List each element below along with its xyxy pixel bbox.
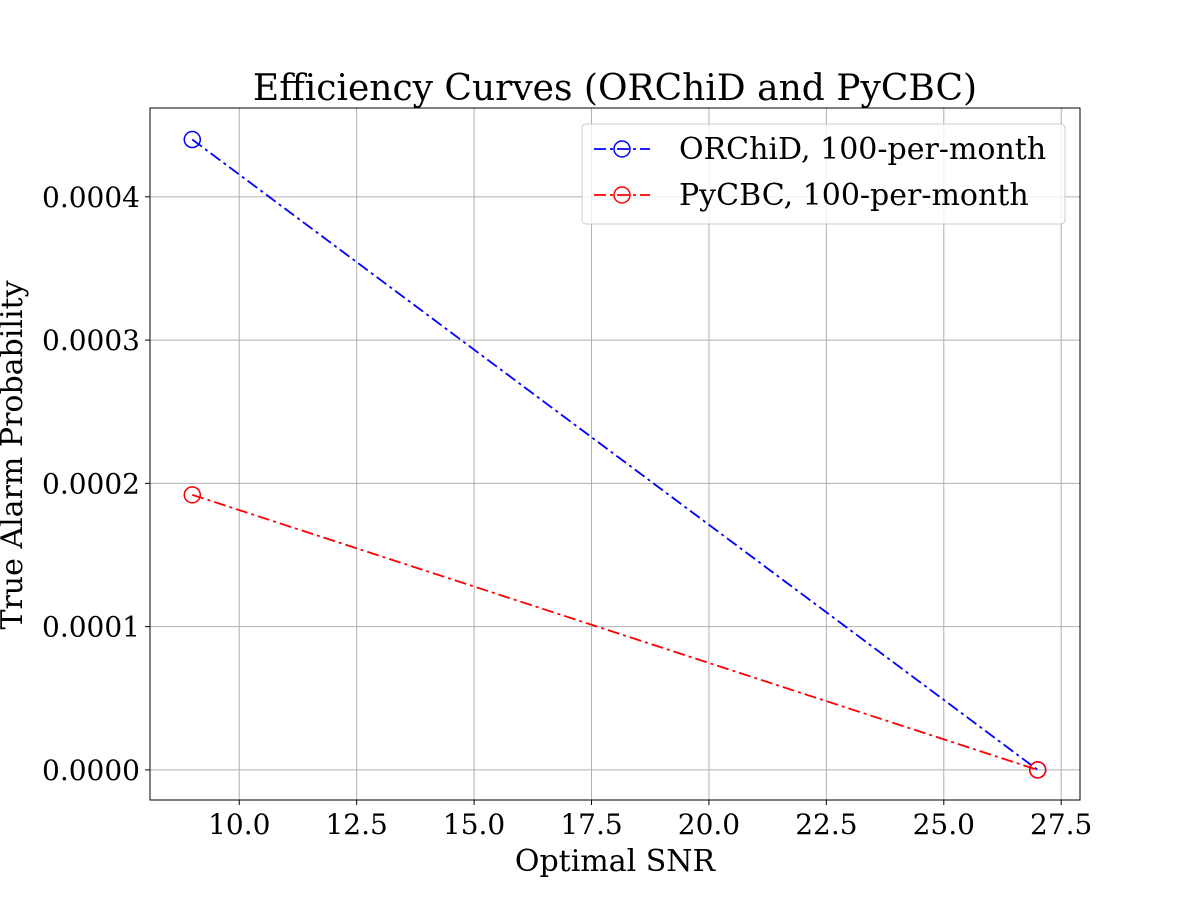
plot-series — [183, 130, 1047, 779]
legend-marker — [613, 140, 631, 158]
x-tick-label: 25.0 — [913, 808, 975, 841]
x-tick-label: 15.0 — [443, 808, 505, 841]
series-point — [1028, 761, 1047, 779]
series-line — [191, 493, 1039, 771]
plot-area-frame — [149, 107, 1081, 801]
x-tick-label: 22.5 — [795, 808, 857, 841]
series-point — [183, 130, 202, 149]
x-tick-label: 10.0 — [208, 808, 270, 841]
legend-box — [581, 123, 1066, 225]
y-tick-label: 0.0001 — [42, 611, 140, 644]
x-tick-label: 17.5 — [560, 808, 622, 841]
x-tick-label: 20.0 — [678, 808, 740, 841]
legend: ORChiD, 100-per-month PyCBC, 100-per-mont… — [581, 123, 1066, 225]
series-point — [183, 486, 202, 504]
x-tick-label: 27.5 — [1030, 808, 1092, 841]
legend-label: ORChiD, 100-per-month — [679, 132, 1046, 167]
y-tick-label: 0.0002 — [42, 467, 140, 500]
y-tick-label: 0.0004 — [42, 181, 140, 214]
series-1 — [183, 486, 1047, 779]
series-line — [191, 138, 1039, 771]
x-axis-label: Optimal SNR — [515, 844, 717, 879]
chart-title: Efficiency Curves (ORChiD and PyCBC) — [253, 68, 977, 109]
axis-ticks: 10.0 12.5 15.0 17.5 20.0 22.5 25.0 27.5 0.0000 0.… — [42, 181, 1092, 841]
x-tick-label: 12.5 — [325, 808, 387, 841]
legend-marker — [613, 186, 631, 204]
legend-label: PyCBC, 100-per-month — [679, 178, 1029, 213]
y-tick-label: 0.0003 — [42, 324, 140, 357]
y-tick-label: 0.0000 — [42, 754, 140, 787]
y-axis-label: True Alarm Probability — [0, 280, 30, 629]
